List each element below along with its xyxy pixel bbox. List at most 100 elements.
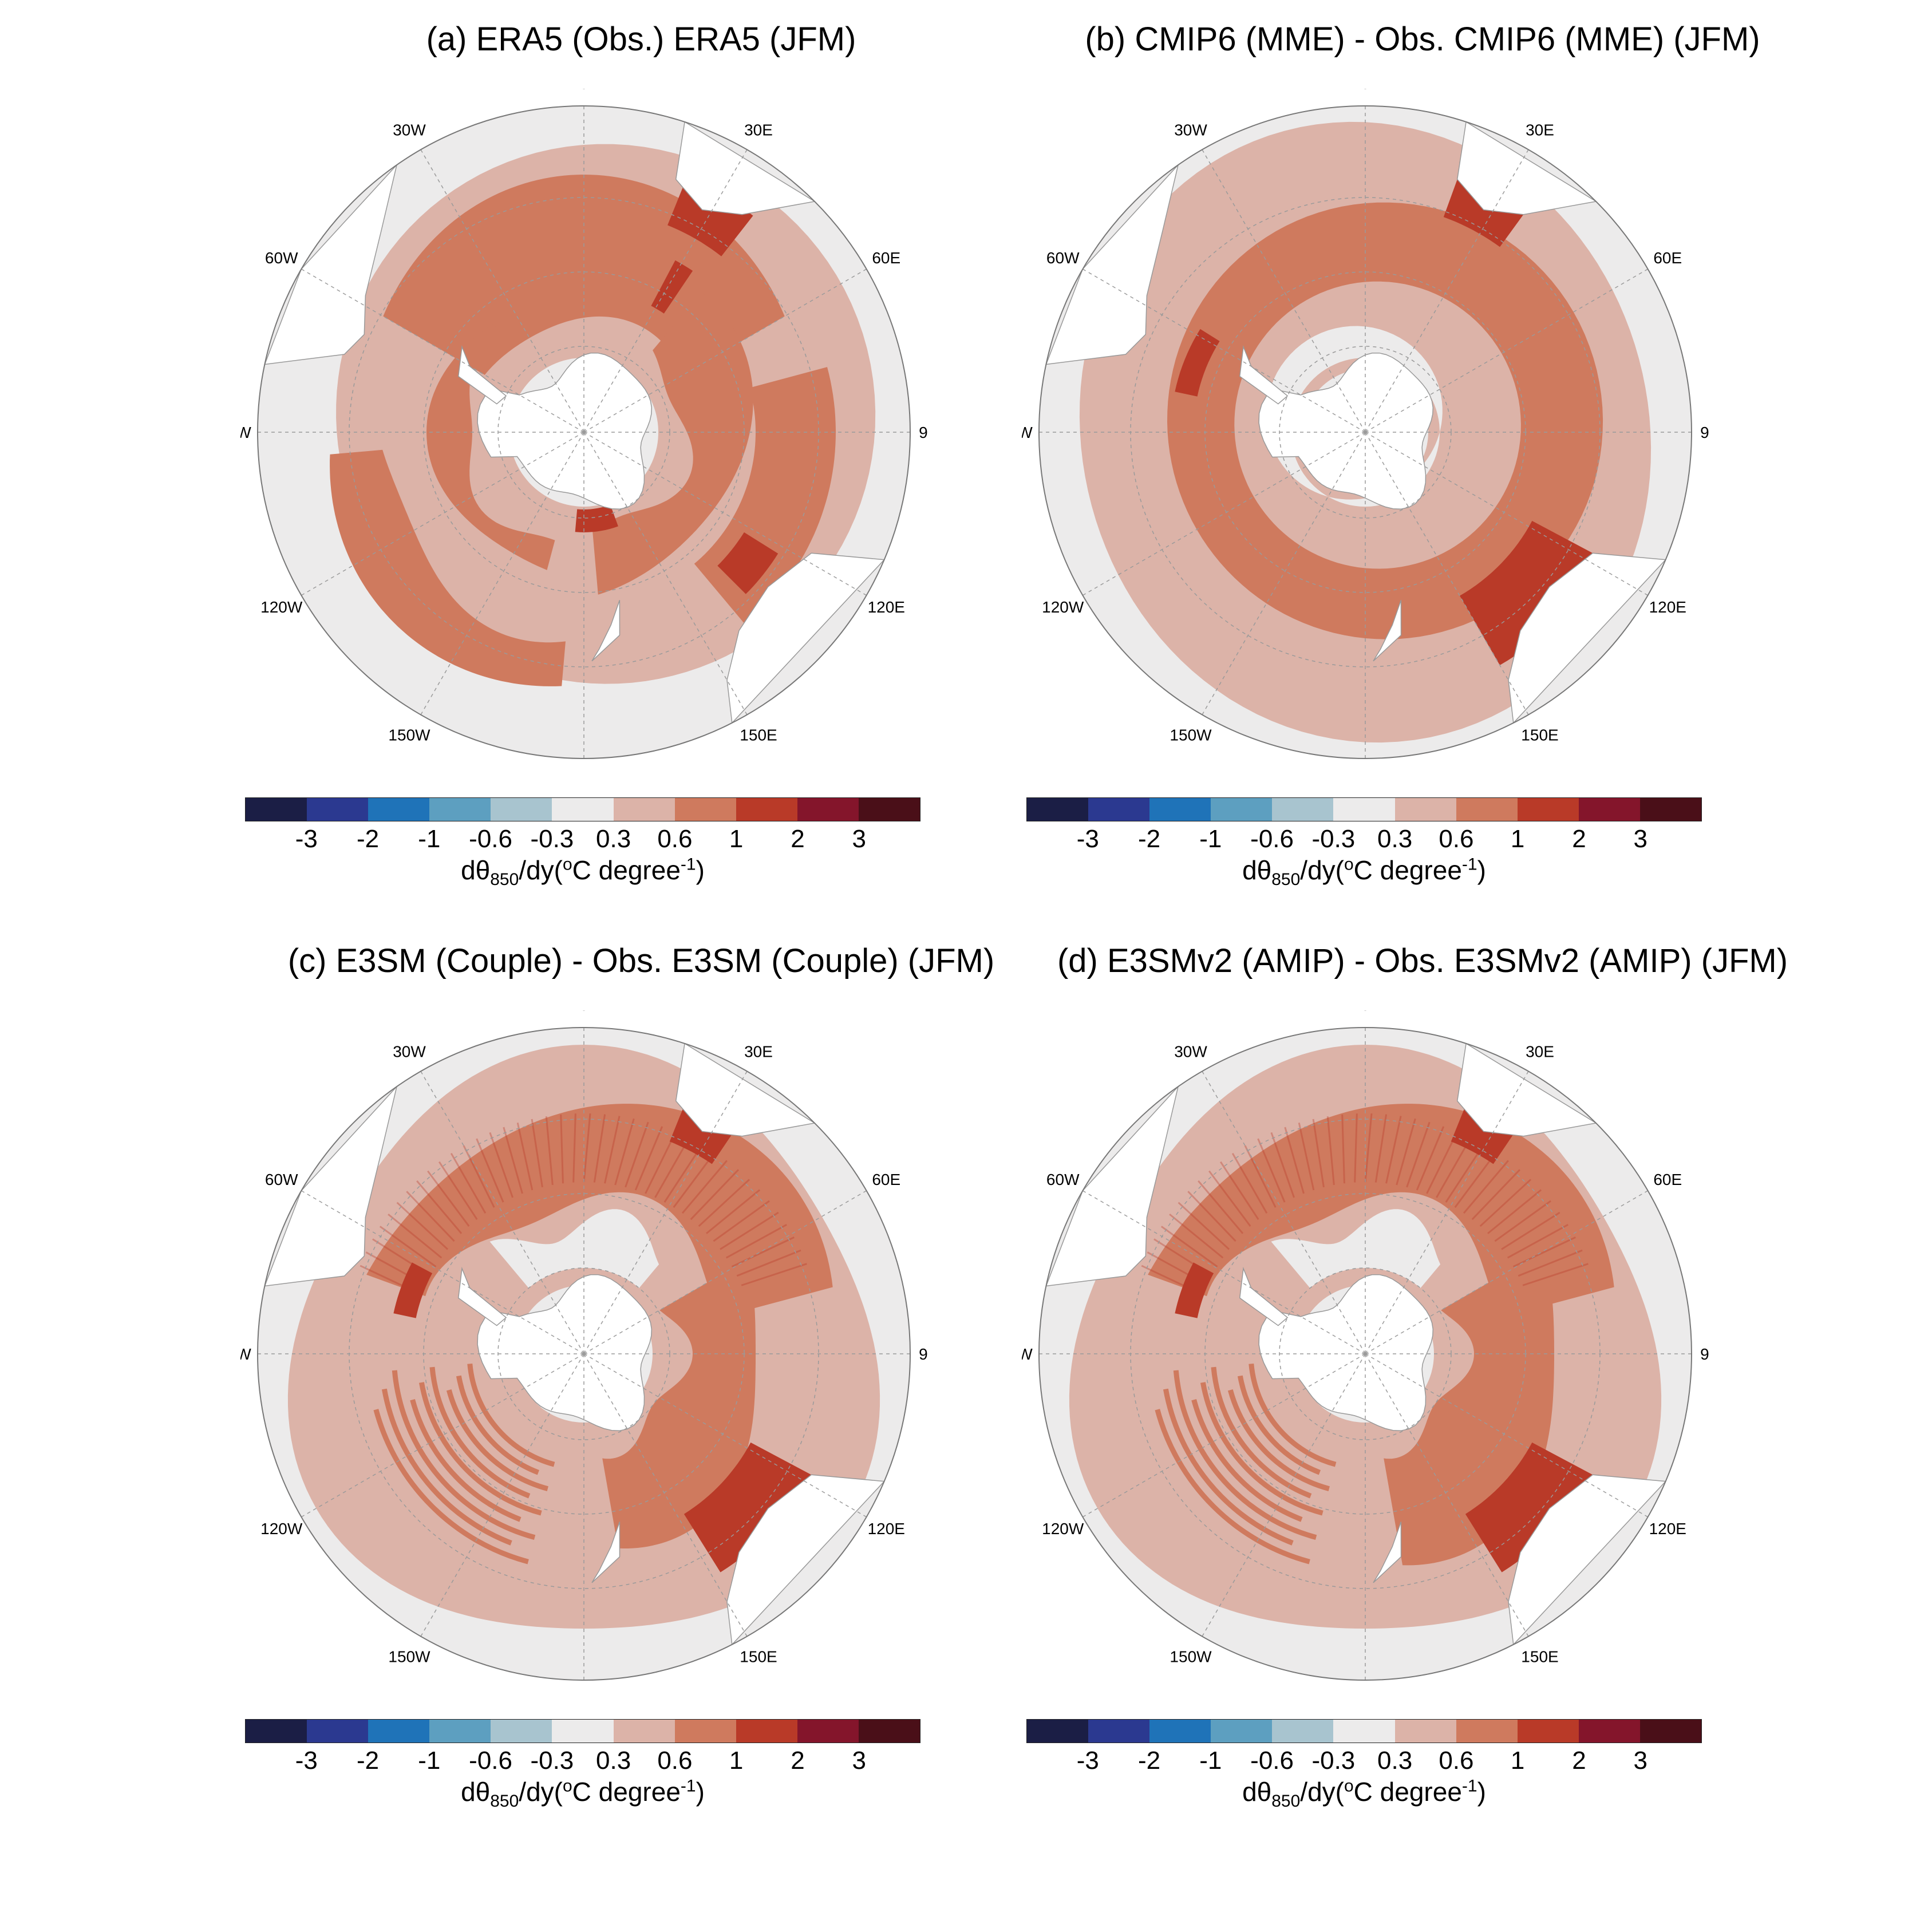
contour-ripple	[1178, 1202, 1230, 1250]
contour-ripple	[1219, 1161, 1259, 1220]
contour-ripple	[1471, 1169, 1521, 1220]
contour-ripple	[545, 1116, 554, 1186]
colorbar-tick-label: -0.6	[469, 1747, 512, 1775]
contour-ripple	[1374, 1114, 1388, 1183]
contour-ripple	[1487, 1189, 1542, 1234]
map-boundary	[257, 1027, 911, 1681]
contour-ripple	[1270, 1132, 1295, 1198]
contour-strong	[1465, 1442, 1593, 1573]
contour-ripple	[476, 1138, 504, 1203]
panel-d: (d) E3SMv2 (AMIP) - Obs. E3SMv2 (AMIP) (…	[1022, 942, 1823, 1858]
longitude-label: 30W	[1174, 121, 1207, 139]
contour-ripple	[572, 1113, 576, 1183]
longitude-label: 120E	[868, 1520, 905, 1538]
contour-ripple	[1244, 1145, 1277, 1208]
colorbar-tick-label: -3	[295, 1747, 318, 1775]
longitude-label: 90W	[1022, 424, 1033, 441]
colorbar-tick-label: 2	[791, 825, 805, 853]
colorbar-tick-label: 0.3	[596, 1747, 631, 1775]
colorbar-tick-label: -0.6	[1250, 825, 1294, 853]
colorbar-tick-label: -1	[418, 1747, 441, 1775]
longitude-label: 180	[571, 1694, 598, 1697]
longitude-label: 60W	[265, 249, 298, 267]
contour-ripple	[410, 1399, 521, 1522]
new-zealand-landmass	[591, 1522, 621, 1583]
colorbar-tick-label: -3	[1076, 1747, 1099, 1775]
africa-landmass	[675, 1042, 816, 1137]
colorbar-swatch	[1456, 798, 1518, 821]
contour-ripple	[516, 1122, 534, 1191]
colorbar-tick-label: -2	[356, 1747, 380, 1775]
colorbar-swatch	[246, 1720, 307, 1743]
contour-ripple	[1211, 1366, 1312, 1499]
longitude-label: 90E	[1700, 424, 1709, 441]
colorbar-ticks: -3 -2 -1 -0.6 -0.3 0.3 0.6 1 2 3	[1026, 821, 1702, 857]
contour-ripple	[681, 1160, 728, 1214]
antarctica-landmass	[477, 1274, 653, 1431]
contour-ripple	[1463, 1160, 1509, 1214]
africa-landmass	[675, 121, 816, 215]
contour-ripple	[1191, 1399, 1303, 1522]
polar-map: 0 30E 60E 90E 120E 150E 180 150W 120W 90W 60W 30W	[1022, 1010, 1709, 1697]
colorbar-tick-label: 2	[1572, 1747, 1586, 1775]
longitude-label: 60W	[265, 1171, 298, 1188]
longitude-label: 150E	[740, 1647, 777, 1665]
new-zealand-landmass	[591, 600, 621, 662]
colorbar-swatch	[1088, 798, 1150, 821]
contour-ripple	[1494, 1200, 1551, 1242]
longitude-label: 30E	[744, 1043, 773, 1061]
colorbar-swatch	[429, 798, 491, 821]
contour-ripple	[1249, 1364, 1337, 1467]
panel-a: (a) ERA5 (Obs.) ERA5 (JFM) 030E60E90E120…	[240, 20, 1042, 936]
contour-ripple	[645, 1131, 677, 1194]
longitude-label: 0	[1361, 89, 1370, 92]
panel-title: (d) E3SMv2 (AMIP) - Obs. E3SMv2 (AMIP) (…	[1057, 942, 1788, 979]
longitude-label: 0	[579, 89, 588, 92]
contour-ripple	[1518, 1249, 1583, 1277]
longitude-label: 120E	[1649, 598, 1686, 616]
contour-strong	[717, 532, 779, 594]
contour-ripple	[1173, 1370, 1317, 1540]
panel-b: (b) CMIP6 (MME) - Obs. CMIP6 (MME) (JFM)…	[1022, 20, 1823, 936]
colorbar-swatch	[674, 1720, 736, 1743]
contour-ripple	[1312, 1119, 1325, 1188]
colorbar-swatch	[1517, 1720, 1579, 1743]
colorbar-label: dθ850/dy(oC degree-1)	[461, 1776, 705, 1811]
contour-ripple	[731, 1236, 795, 1268]
contour-ripple	[446, 1389, 548, 1492]
colorbar-ticks: -3 -2 -1 -0.6 -0.3 0.3 0.6 1 2 3	[245, 821, 920, 857]
contour-ripple	[379, 1226, 437, 1267]
colorbar-swatch	[797, 798, 859, 821]
colorbar-tick-label: -0.3	[1311, 1747, 1356, 1775]
longitude-label: 60E	[1653, 1171, 1682, 1188]
longitude-label: 90E	[919, 1345, 927, 1363]
panel-c: (c) E3SM (Couple) - Obs. E3SM (Couple) (…	[240, 942, 1042, 1858]
contour-ripple	[1160, 1226, 1218, 1267]
contour-neutral	[489, 1209, 659, 1289]
contour-medium	[426, 323, 555, 570]
longitude-label: 150E	[1521, 1647, 1558, 1665]
colorbar-ticks: -3 -2 -1 -0.6 -0.3 0.3 0.6 1 2 3	[245, 1743, 920, 1779]
colorbar-swatch	[1149, 1720, 1211, 1743]
colorbar-tick-label: -0.3	[1311, 825, 1356, 853]
contour-ripple	[1454, 1151, 1497, 1208]
colorbar-swatch	[1272, 798, 1334, 821]
contour-strong	[683, 1442, 812, 1573]
contour-ripple	[1416, 1126, 1445, 1191]
longitude-label: 120W	[260, 598, 303, 616]
contour-ripple	[690, 1169, 740, 1220]
longitude-label: 180	[1352, 773, 1379, 776]
peninsula-landmass	[1239, 1266, 1289, 1326]
colorbar-swatch	[1639, 1720, 1702, 1743]
colorbar-swatch	[613, 1720, 675, 1743]
colorbar-ticks: -3 -2 -1 -0.6 -0.3 0.3 0.6 1 2 3	[1026, 1743, 1702, 1779]
colorbar-tick-label: 0.3	[1377, 1747, 1413, 1775]
contour-ripple	[741, 1263, 807, 1286]
longitude-label: 60W	[1046, 249, 1080, 267]
longitude-label: 120W	[1042, 598, 1084, 616]
colorbar-swatch	[1027, 798, 1089, 821]
polar-map: 0 30E 60E 90E 120E 150E 180 150W 120W 90W 60W 30W	[1022, 89, 1709, 776]
map-content	[1039, 106, 1692, 758]
contour-ripple	[1406, 1121, 1431, 1188]
longitude-label: 150E	[740, 726, 777, 744]
